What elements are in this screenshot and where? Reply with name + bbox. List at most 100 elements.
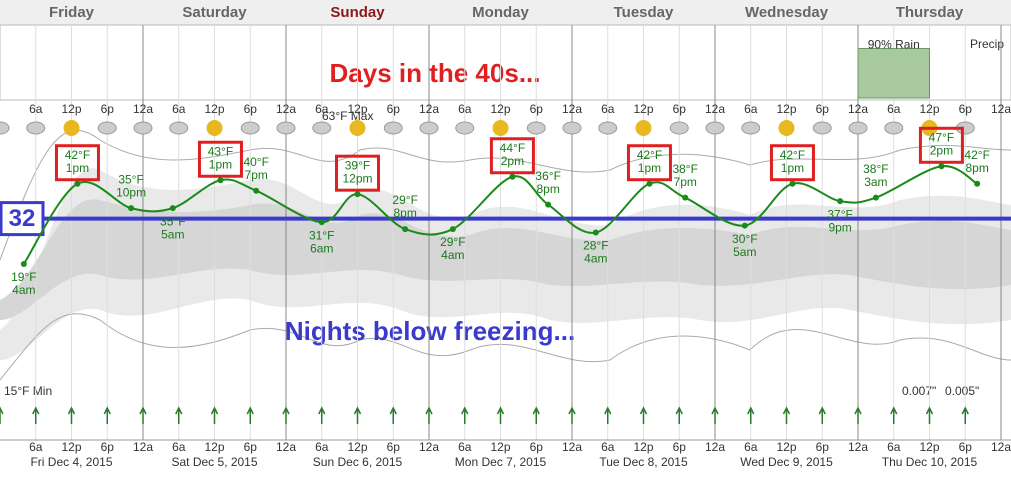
hour-label: 6a [315,102,329,116]
time-label: 6am [310,241,333,255]
annotation: Days in the 40s... [330,58,541,88]
temperature-point [741,222,748,229]
day-label: Thursday [896,4,964,21]
hour-label: 6p [387,102,401,116]
hour-label: 6p [816,102,830,116]
temperature-label: 29°F [440,235,465,249]
hour-label: 12a [705,102,725,116]
weather-icon [0,121,10,135]
temperature-point [592,229,599,236]
hour-label: 6p [244,102,258,116]
day-header [0,0,1011,25]
highlight-box [197,140,243,178]
wind-arrow [389,406,397,424]
freezing-label: 32 [9,205,36,232]
max-label: 63°F Max [322,109,373,123]
wind-arrow [103,406,111,424]
date-label: Tue Dec 8, 2015 [599,455,688,469]
wind-arrow [747,406,755,424]
time-label: 3am [864,175,887,189]
hour-label: 12p [919,440,939,454]
wind-arrow [782,406,791,424]
hour-label: 6p [959,440,973,454]
hour-label: 12p [776,102,796,116]
temperature-point [318,219,325,226]
hour-label: 12a [133,440,153,454]
temperature-point [938,163,945,170]
weather-icon [598,121,618,135]
time-label: 4am [12,283,35,297]
hour-label: 6a [458,440,472,454]
hour-label: 12a [276,102,296,116]
date-label: Sat Dec 5, 2015 [171,455,257,469]
weather-icon [133,121,153,135]
precip-amount: 0.005" [945,384,979,398]
temperature-label: 29°F [392,193,417,207]
wind-arrow [210,406,219,424]
wind-arrow [925,406,934,424]
highlight-box [335,154,380,192]
weather-icon [26,121,46,135]
weather-icon [63,120,80,136]
hour-label: 12p [204,440,224,454]
hour-label: 12p [919,102,939,116]
hour-label: 6a [172,440,186,454]
weather-icon [169,121,189,135]
time-label: 4am [584,252,607,266]
temperature-label: 35°F [118,172,143,186]
hour-label: 12p [347,440,367,454]
temperature-label: 40°F [243,155,268,169]
hour-label: 12p [633,102,653,116]
date-label: Thu Dec 10, 2015 [882,455,978,469]
weather-icon [526,121,546,135]
temperature-point [354,191,361,198]
wind-arrow [532,406,540,424]
wind-arrow [818,406,826,424]
precip-amount: 0.007" [902,384,936,398]
date-label: Sun Dec 6, 2015 [313,455,403,469]
temperature-point [509,173,516,180]
hour-label: 6p [673,102,687,116]
hour-label: 12a [419,440,439,454]
temperature-point [217,177,224,184]
precip-panel [0,24,1011,101]
annotation: Nights below freezing... [285,316,575,346]
temperature-point [253,187,260,194]
temperature-label: 37°F [827,207,852,221]
weather-icon [741,121,761,135]
time-label: 4am [441,248,464,262]
hour-label: 6p [387,440,401,454]
weather-icon [455,121,475,135]
temperature-point [545,201,552,208]
hour-label: 6a [744,102,758,116]
hour-label: 12p [776,440,796,454]
hour-label: 6a [744,440,758,454]
temperature-point [449,226,456,233]
time-label: 1pm [638,161,661,175]
wind-arrow [711,406,719,424]
time-label: 1pm [66,161,89,175]
temperature-label: 44°F [500,141,525,155]
hour-label: 6a [29,102,43,116]
temperature-label: 42°F [637,148,662,162]
weather-icon [705,121,725,135]
hour-label: 12a [276,440,296,454]
hour-label: 12a [562,102,582,116]
weather-icon [492,120,509,136]
wind-arrow [282,406,290,424]
hour-label: 6p [244,440,258,454]
min-label: 15°F Min [4,384,52,398]
hour-label: 6p [530,440,544,454]
time-label: 1pm [209,157,232,171]
time-label: 10pm [116,185,146,199]
date-label: Mon Dec 7, 2015 [455,455,547,469]
hour-label: 6p [101,440,115,454]
wind-arrow [246,406,254,424]
temperature-label: 35°F [160,214,185,228]
precip-bar [857,48,930,99]
weather-icon [240,121,260,135]
temperature-point [682,194,689,201]
time-label: 2pm [501,154,524,168]
temperature-point [20,260,27,267]
